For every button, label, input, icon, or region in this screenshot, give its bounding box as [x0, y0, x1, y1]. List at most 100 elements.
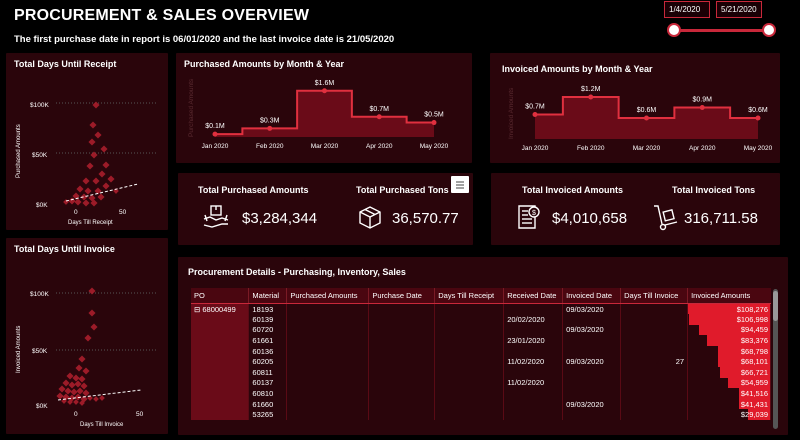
slider-start-handle[interactable]	[667, 23, 681, 37]
table-row[interactable]: 61661 23/01/2020 $83,376	[191, 335, 771, 346]
invoiced-amount-bar	[738, 398, 770, 410]
invoice-ytick-0k: $0K	[36, 403, 48, 410]
invoice-points-group	[56, 287, 105, 406]
table-row[interactable]: 60720 09/03/2020 $94,459	[191, 324, 771, 336]
material-cell: 61660	[248, 398, 288, 410]
col-header-received-date[interactable]: Received Date	[503, 288, 564, 304]
invoiced-amount-bar	[718, 356, 770, 368]
invoiced-date-cell	[562, 409, 622, 421]
total-invoiced-tons-value: 316,711.58	[684, 210, 758, 227]
x-tick-label: Apr 2020	[689, 145, 716, 152]
received-date-cell	[503, 345, 564, 357]
col-header-purchase-date[interactable]: Purchase Date	[368, 288, 436, 304]
scatter-point	[76, 185, 84, 193]
invoice-xtick-0: 0	[74, 411, 78, 418]
data-label: $0.7M	[525, 104, 545, 111]
table-row[interactable]: ⊟ 68000499 18193 09/03/2020 $108,276	[191, 303, 771, 315]
table-row[interactable]: 60139 20/02/2020 $106,998	[191, 314, 771, 325]
data-point	[755, 115, 761, 121]
x-tick-label: Mar 2020	[311, 143, 339, 150]
scatter-point	[78, 375, 86, 383]
data-label: $1.6M	[315, 80, 335, 87]
chart-ylabel: Invoiced Amounts	[508, 87, 515, 139]
po-cell: ⊟ 68000499	[191, 303, 250, 315]
scatter-point	[74, 198, 82, 206]
po-cell	[191, 314, 250, 325]
invoice-scatter-panel: Total Days Until Invoice Invoiced Amount…	[6, 238, 168, 434]
col-header-invoiced-date[interactable]: Invoiced Date	[562, 288, 622, 304]
scatter-point	[73, 399, 79, 405]
po-cell	[191, 409, 250, 421]
x-tick-label: Jan 2020	[202, 143, 229, 150]
table-row[interactable]: 60810 $41,516	[191, 388, 771, 399]
scatter-point	[62, 379, 70, 387]
invoiced-date-cell	[562, 388, 622, 399]
purchased-amount-cell	[286, 324, 370, 336]
focus-mode-button[interactable]	[451, 176, 469, 193]
receipt-scatter-title: Total Days Until Receipt	[14, 59, 117, 69]
receipt-ytick-0k: $0K	[36, 202, 48, 209]
details-title: Procurement Details - Purchasing, Invent…	[188, 267, 406, 277]
purchased-amount-cell	[286, 356, 370, 368]
x-tick-label: Mar 2020	[633, 145, 661, 152]
col-header-invoiced-amounts[interactable]: Invoiced Amounts	[687, 288, 771, 304]
days-till-receipt-cell	[434, 377, 505, 389]
received-date-cell: 23/01/2020	[503, 335, 564, 346]
invoiced-amount-bar	[748, 409, 770, 421]
data-label: $0.1M	[205, 123, 225, 130]
col-header-po[interactable]: PO	[191, 288, 250, 304]
col-header-purchased-amounts[interactable]: Purchased Amounts	[286, 288, 370, 304]
scatter-point	[94, 131, 102, 139]
end-date-input[interactable]: 5/21/2020	[716, 1, 762, 18]
invoiced-amount-bar	[689, 314, 770, 325]
invoice-xlabel: Days Till Invoice	[80, 422, 124, 428]
procurement-details-panel: Procurement Details - Purchasing, Invent…	[178, 257, 788, 435]
receipt-trend-line	[65, 183, 139, 202]
table-row[interactable]: 53265 $29,039	[191, 409, 771, 421]
invoiced-amount-cell: $54,959	[687, 377, 771, 389]
date-range-slider[interactable]	[674, 29, 770, 32]
data-label: $1.2M	[581, 86, 601, 93]
receipt-ytick-100k: $100K	[30, 102, 49, 109]
data-point	[431, 120, 437, 126]
receipt-ytick-50k: $50K	[32, 152, 48, 159]
days-till-receipt-cell	[434, 388, 505, 399]
days-till-receipt-cell	[434, 335, 505, 346]
purchased-amount-cell	[286, 388, 370, 399]
days-till-invoice-cell	[620, 314, 689, 325]
col-header-days-till-receipt[interactable]: Days Till Receipt	[434, 288, 505, 304]
col-header-days-till-invoice[interactable]: Days Till Invoice	[620, 288, 689, 304]
table-scrollbar[interactable]	[773, 289, 778, 429]
scatter-point	[90, 151, 98, 159]
table-row[interactable]: 60811 $66,721	[191, 367, 771, 378]
slider-end-handle[interactable]	[762, 23, 776, 37]
invoice-ytick-100k: $100K	[30, 291, 49, 298]
series-area	[215, 90, 434, 137]
invoiced-amount-bar	[719, 367, 770, 378]
invoice-icon: $	[518, 205, 540, 229]
table-scrollbar-thumb[interactable]	[773, 291, 778, 321]
scatter-point	[74, 393, 82, 401]
collapse-icon[interactable]: ⊟	[194, 304, 203, 314]
table-row[interactable]: 60205 11/02/2020 09/03/2020 27 $68,101	[191, 356, 771, 368]
start-date-input[interactable]: 1/4/2020	[664, 1, 710, 18]
table-row[interactable]: 61660 09/03/2020 $41,431	[191, 398, 771, 410]
purchased-amount-cell	[286, 377, 370, 389]
material-cell: 53265	[248, 409, 288, 421]
data-label: $0.6M	[637, 107, 657, 114]
invoiced-date-cell	[562, 367, 622, 378]
invoice-ylabel: Invoiced Amounts	[16, 326, 22, 373]
scatter-point	[66, 372, 74, 380]
invoiced-date-cell	[562, 335, 622, 346]
col-header-material[interactable]: Material	[248, 288, 288, 304]
invoiced-date-cell: 09/03/2020	[562, 356, 622, 368]
invoiced-date-cell: 09/03/2020	[562, 324, 622, 336]
purchased-chart-panel: Purchased Amounts by Month & Year Purcha…	[176, 53, 472, 163]
days-till-invoice-cell	[620, 335, 689, 346]
total-purchased-amounts-label: Total Purchased Amounts	[198, 185, 309, 195]
invoiced-amount-bar	[706, 335, 770, 346]
table-row[interactable]: 60136 $68,798	[191, 345, 771, 357]
data-point	[267, 125, 273, 131]
received-date-cell: 20/02/2020	[503, 314, 564, 325]
table-row[interactable]: 60137 11/02/2020 $54,959	[191, 377, 771, 389]
